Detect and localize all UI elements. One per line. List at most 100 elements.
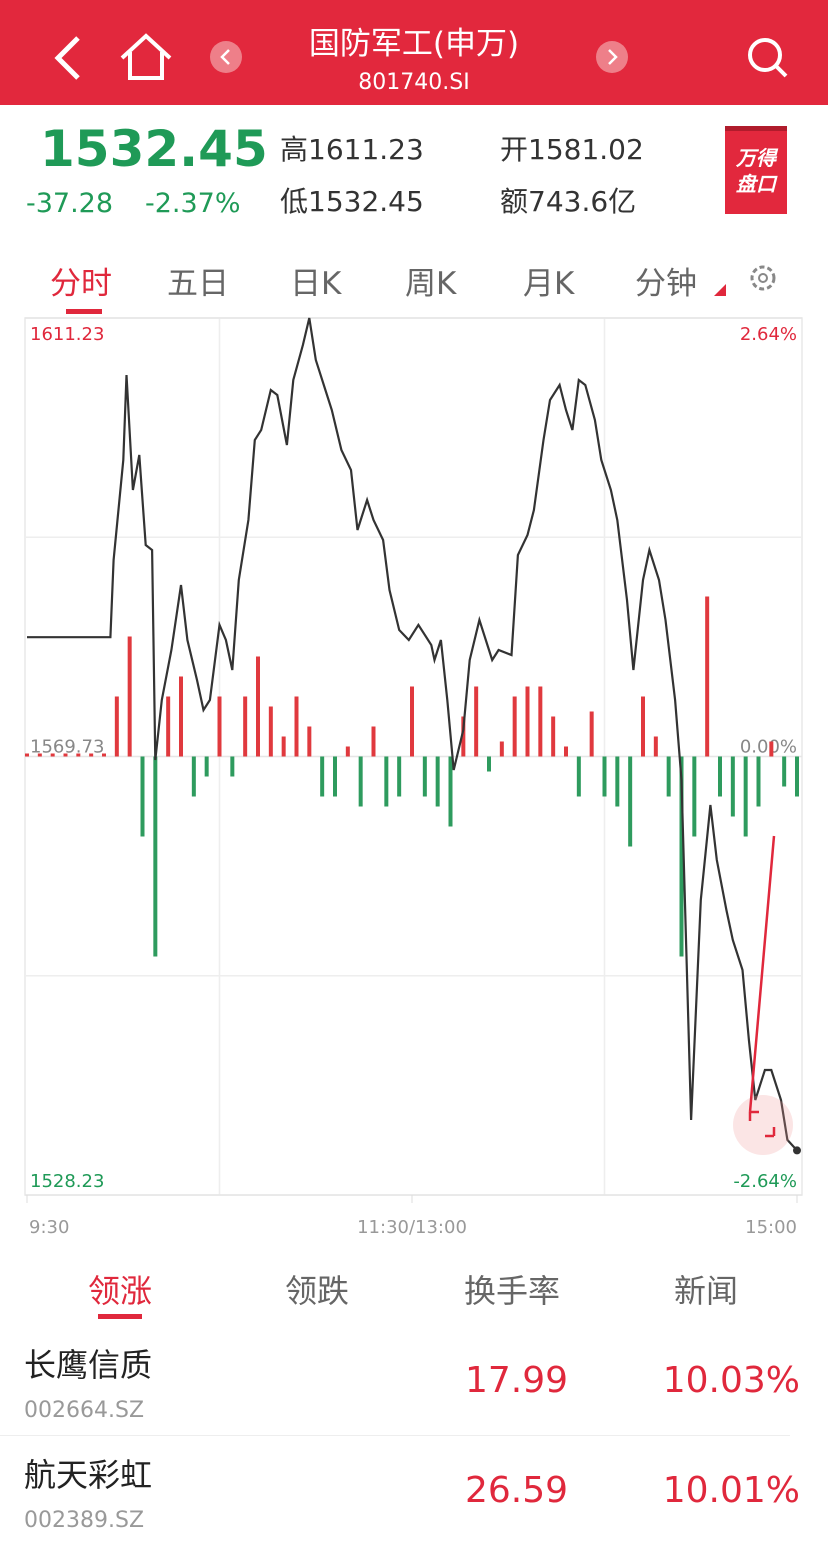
next-button[interactable] [596, 41, 628, 73]
volume-bar [576, 756, 581, 797]
y-tick-label: 1569.73 [30, 737, 104, 758]
volume-bar [564, 746, 568, 757]
tab[interactable]: 分时 [50, 266, 112, 302]
volume-bar [499, 741, 504, 757]
pankou-badge[interactable]: 万得 盘口 [725, 126, 787, 214]
tab[interactable]: 月K [523, 266, 575, 302]
board-tab[interactable]: 换手率 [463, 1272, 560, 1310]
volume-bar [692, 756, 697, 837]
x-tick-label: 9:30 [29, 1217, 69, 1238]
volume-bar [615, 756, 620, 807]
stock-name[interactable]: 航天彩虹 [24, 1456, 153, 1494]
change: -37.28 [26, 188, 114, 219]
volume-bar [371, 726, 376, 757]
volume-bar [538, 686, 543, 757]
y-tick-label: 1528.23 [30, 1171, 104, 1192]
value: 1532.45 [308, 185, 424, 218]
volume-bar [76, 753, 81, 757]
value: 1581.02 [528, 133, 644, 166]
price-line [27, 317, 798, 1152]
x-tick-label: 15:00 [745, 1217, 797, 1238]
volume-bar [602, 756, 607, 797]
y2-tick-label: 2.64% [740, 324, 797, 345]
volume-bar [641, 696, 645, 757]
board-tab-underline [98, 1314, 142, 1319]
volume-bar [243, 696, 248, 757]
volume-bar [179, 676, 183, 757]
board-tab[interactable]: 领涨 [87, 1272, 152, 1310]
volume-bar [628, 756, 633, 847]
volume-bar [333, 756, 337, 797]
volume-bar [512, 696, 517, 757]
volume-bar [782, 756, 787, 787]
tab[interactable]: 分钟 [635, 266, 697, 302]
badge-text: 盘口 [736, 172, 776, 196]
label: 高 [280, 133, 309, 166]
label: 开 [500, 133, 529, 166]
volume-bar [140, 756, 145, 837]
value: 743.6亿 [528, 185, 637, 218]
stock-pct: 10.03% [662, 1360, 800, 1401]
board-tab[interactable]: 新闻 [673, 1272, 738, 1310]
y2-tick-label: -2.64% [733, 1171, 797, 1192]
tab-underline [66, 309, 102, 314]
volume-bar [666, 756, 671, 797]
tab[interactable]: 五日 [167, 266, 229, 302]
volume-bar [795, 756, 799, 797]
volume-bar [705, 596, 710, 757]
volume-bar [268, 706, 273, 757]
volume-bar [281, 736, 286, 757]
volume-bar [102, 753, 106, 757]
prev-button[interactable] [210, 41, 242, 73]
dropdown-mark [714, 284, 726, 296]
stock-price: 17.99 [464, 1360, 568, 1401]
stock-name[interactable]: 长鹰信质 [24, 1346, 153, 1384]
next-arrow [608, 49, 618, 65]
badge-text: 万得 [736, 146, 776, 170]
volume-bar [730, 756, 735, 817]
volume-bar [487, 756, 491, 772]
volume-bar [718, 756, 722, 797]
header: 国防军工(申万) 801740.SI [0, 0, 828, 105]
volume-bar [756, 756, 761, 807]
x-tick-label: 11:30/13:00 [357, 1217, 467, 1238]
volume-bar [435, 756, 440, 807]
volume-bar [166, 696, 171, 757]
volume-bar [397, 756, 402, 797]
code: 801740.SI [358, 70, 470, 95]
tab[interactable]: 日K [290, 266, 342, 302]
volume-bar [217, 696, 222, 757]
volume-bar [679, 756, 684, 957]
home-button[interactable] [120, 33, 172, 80]
tab[interactable]: 周K [405, 266, 457, 302]
stock-code: 002664.SZ [24, 1398, 145, 1423]
back-button[interactable] [54, 36, 80, 80]
label: 低 [280, 185, 309, 218]
volume-bar [448, 756, 453, 827]
row-separator [0, 1435, 790, 1436]
title: 国防军工(申万) [308, 26, 520, 62]
volume-bar [410, 686, 414, 757]
volume-bar [204, 756, 209, 777]
volume-bar [384, 756, 389, 807]
volume-bar [551, 716, 556, 757]
board-tab[interactable]: 领跌 [284, 1272, 349, 1310]
chart: 1528.23 1569.73 1611.23 -2.64% 0.00% 2.64% 9:3… [24, 317, 803, 1238]
volume-bar [89, 753, 94, 757]
volume-bar [525, 686, 530, 757]
volume-bar [50, 753, 55, 757]
volume-bar [422, 756, 427, 797]
stock-pct: 10.01% [662, 1470, 800, 1511]
change-pct: -2.37% [145, 188, 241, 219]
volume-bar [37, 753, 42, 757]
volume-bar [358, 756, 363, 807]
settings-button[interactable] [745, 260, 781, 296]
value: 1611.23 [308, 133, 424, 166]
volume-bar [114, 696, 119, 757]
volume-bar [307, 726, 312, 757]
search-button[interactable] [748, 38, 788, 78]
expand-icon [748, 835, 776, 1138]
volume-bar [230, 756, 235, 777]
volume-bar [743, 756, 748, 837]
